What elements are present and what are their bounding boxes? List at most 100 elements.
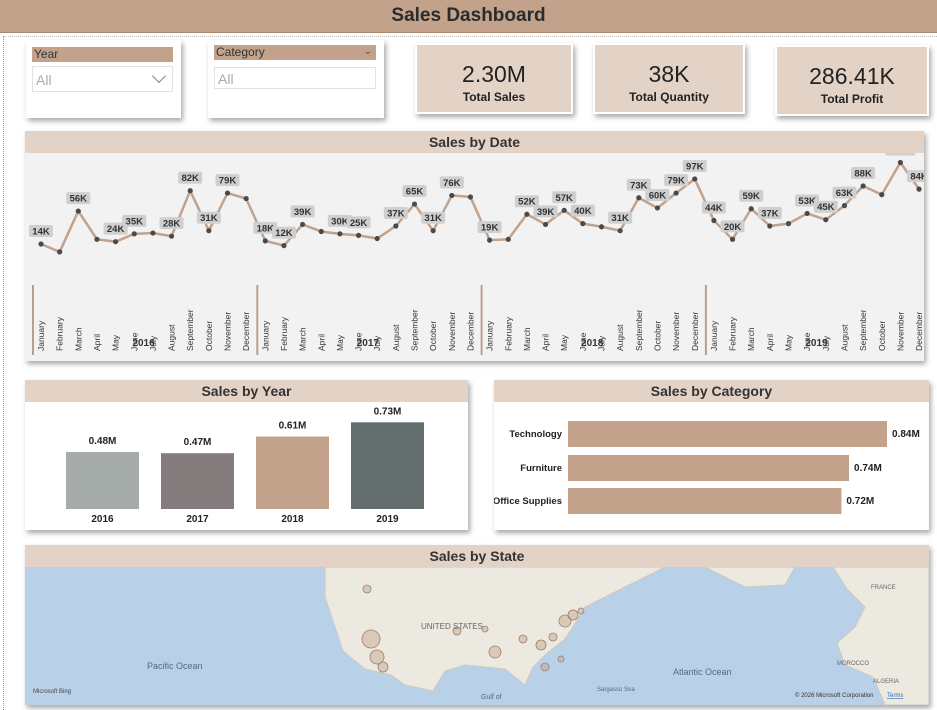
year-bar-2016 xyxy=(66,452,139,509)
map-label-morocco: MOROCCO xyxy=(837,661,869,667)
x-tick-label-3: April xyxy=(92,334,102,351)
x-tick-label-38: March xyxy=(746,327,756,351)
x-tick-label-29: June xyxy=(578,332,588,351)
line-point-19 xyxy=(393,223,399,229)
bing-attribution: Microsoft Bing xyxy=(33,689,71,695)
data-label-bg-41 xyxy=(795,194,820,207)
data-label-bg-42 xyxy=(813,200,838,213)
data-label-bg-27 xyxy=(533,205,558,218)
category-bar-1 xyxy=(568,455,850,481)
x-tick-label-7: August xyxy=(167,324,177,351)
data-label-37: 20K xyxy=(724,222,742,233)
line-point-47 xyxy=(916,186,922,192)
sales-by-date-panel[interactable]: Sales by Date 14K 56K 24K 35K 28K 82K 31K 79K 18… xyxy=(25,131,924,361)
sales-by-category-chart[interactable]: Technology 0.84M Furniture 0.74M Office Supp… xyxy=(494,402,929,530)
sales-by-state-panel[interactable]: Sales by State Pacific Ocean Atlantic Oc… xyxy=(25,545,929,705)
chevron-down-small-icon[interactable]: ⌄ xyxy=(363,46,372,57)
sales-bubbles xyxy=(361,584,585,673)
x-tick-label-33: October xyxy=(652,321,662,351)
category-bar-2 xyxy=(568,488,842,514)
data-label-38: 59K xyxy=(742,191,760,202)
year-bar-label-2: 0.61M xyxy=(279,421,307,432)
map-label-pacific: Pacific Ocean xyxy=(147,661,203,671)
x-tick-label-34: November xyxy=(671,312,681,351)
line-point-20 xyxy=(411,201,418,207)
europe-africa-land xyxy=(832,567,929,705)
kpi-total-sales-value: 2.30M xyxy=(462,61,526,87)
year-slicer-header: Year xyxy=(32,47,173,62)
x-tick-label-4: May xyxy=(111,334,121,351)
x-tick-label-16: May xyxy=(335,334,345,351)
dashboard-title-bar: Sales Dashboard xyxy=(0,0,937,33)
data-label-35: 97K xyxy=(686,161,704,172)
line-point-38 xyxy=(748,206,754,212)
data-label-31: 31K xyxy=(611,213,629,224)
category-dropdown[interactable]: All xyxy=(214,67,376,89)
x-tick-label-46: November xyxy=(895,312,905,351)
x-tick-label-31: August xyxy=(615,324,625,351)
x-tick-label-0: January xyxy=(36,320,46,351)
line-point-2 xyxy=(75,208,81,214)
data-label-7: 28K xyxy=(163,219,181,230)
sales-by-year-chart[interactable]: 0.48M 2016 0.47M 2017 0.61M 2018 0.73M 2019 xyxy=(25,402,468,530)
data-label-26: 52K xyxy=(518,197,536,208)
x-tick-label-20: September xyxy=(410,309,420,351)
kpi-total-profit-value: 286.41K xyxy=(809,63,895,89)
category-dropdown-value: All xyxy=(218,71,234,87)
category-tick-label-1: Furniture xyxy=(520,463,562,474)
data-label-42: 45K xyxy=(817,202,835,213)
line-point-44 xyxy=(860,183,866,189)
line-point-29 xyxy=(580,221,586,227)
data-label-0: 14K xyxy=(32,227,50,238)
data-label-34: 79K xyxy=(667,176,685,187)
line-point-18 xyxy=(374,235,380,242)
line-point-4 xyxy=(113,239,119,245)
kpi-total-sales-label: Total Sales xyxy=(462,90,526,104)
line-point-3 xyxy=(94,236,100,242)
data-label-bg-26 xyxy=(514,195,539,208)
x-tick-label-43: August xyxy=(839,324,849,351)
sales-by-state-map[interactable]: Pacific Ocean Atlantic Ocean UNITED STAT… xyxy=(25,567,929,705)
line-point-7 xyxy=(168,233,175,239)
x-tick-label-8: September xyxy=(185,309,195,351)
data-label-bg-47 xyxy=(907,170,924,183)
line-point-34 xyxy=(673,190,679,196)
x-tick-label-11: December xyxy=(241,312,251,351)
x-tick-label-30: July xyxy=(597,335,607,351)
year-group-label-3: 2019 xyxy=(805,338,828,349)
data-label-bg-28 xyxy=(552,191,577,204)
sales-by-year-panel[interactable]: Sales by Year 0.48M 2016 0.47M 2017 0.61M 201… xyxy=(25,380,468,530)
map-label-algeria: ALGERIA xyxy=(873,679,899,685)
data-label-32: 73K xyxy=(630,180,648,191)
line-point-46 xyxy=(897,159,904,166)
data-label-46: 118K xyxy=(889,153,911,156)
line-point-11 xyxy=(243,195,249,202)
map-label-gulf: Gulf of xyxy=(481,694,502,701)
x-tick-label-42: July xyxy=(821,335,831,351)
x-tick-label-12: January xyxy=(260,320,270,351)
data-label-27: 39K xyxy=(537,207,555,218)
data-label-19: 37K xyxy=(387,208,405,219)
sales-by-category-panel[interactable]: Sales by Category Technology 0.84M Furnitu… xyxy=(494,380,929,530)
x-tick-label-23: December xyxy=(465,312,475,351)
x-tick-label-6: July xyxy=(148,335,158,351)
x-tick-label-9: October xyxy=(204,321,214,351)
category-slicer[interactable]: Category ⌄ All xyxy=(208,40,384,118)
line-point-41 xyxy=(804,210,810,217)
line-point-45 xyxy=(879,192,885,198)
line-point-26 xyxy=(524,211,530,217)
map-terms-link[interactable]: Terms xyxy=(887,693,903,699)
chevron-down-icon[interactable] xyxy=(151,68,167,84)
year-tick-label-3: 2019 xyxy=(376,514,399,525)
x-tick-label-1: February xyxy=(55,316,65,351)
data-label-bg-21 xyxy=(421,211,446,224)
year-dropdown[interactable]: All xyxy=(32,66,173,92)
line-point-25 xyxy=(505,236,511,242)
x-tick-label-41: June xyxy=(802,332,812,351)
year-slicer[interactable]: Year All xyxy=(26,40,181,118)
line-point-0 xyxy=(38,241,44,247)
line-point-24 xyxy=(487,237,493,243)
sales-by-category-title: Sales by Category xyxy=(494,380,929,402)
x-tick-label-45: October xyxy=(877,321,887,351)
